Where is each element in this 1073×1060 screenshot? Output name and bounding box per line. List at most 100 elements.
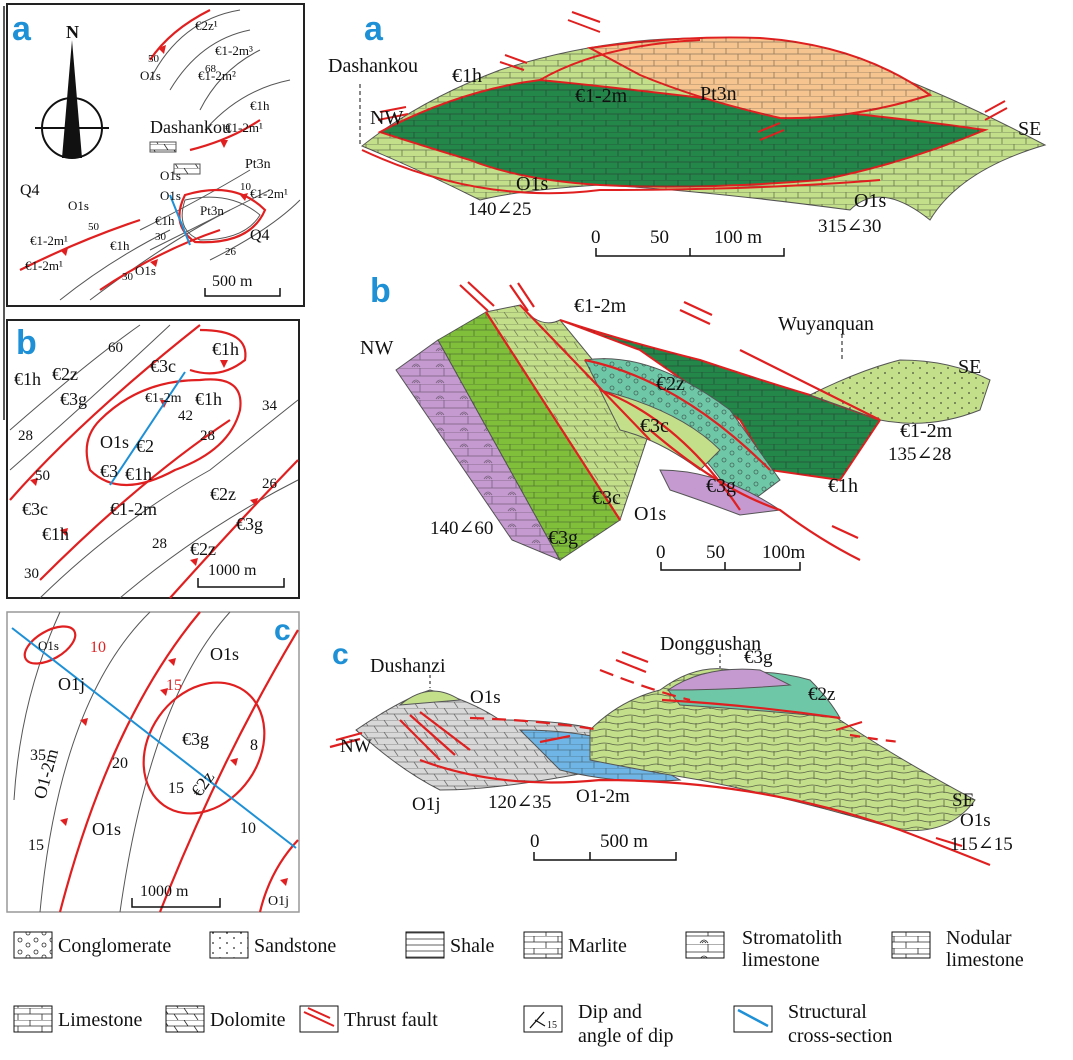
svg-text:€3g: €3g [548,527,578,549]
legend-marlite: Marlite [523,931,627,959]
svg-text:Pt3n: Pt3n [200,203,224,218]
svg-text:€1h: €1h [195,389,222,409]
svg-text:60: 60 [108,340,123,356]
svg-text:€1h: €1h [125,464,152,484]
svg-text:€2z: €2z [52,364,78,384]
svg-text:28: 28 [152,536,167,552]
section-c-scale-1: 500 m [600,831,648,852]
svg-text:Dolomite: Dolomite [210,1009,286,1031]
svg-text:€1h: €1h [155,213,175,228]
svg-text:€1-2m¹: €1-2m¹ [30,233,68,248]
section-b: b NW SE Wuyanquan [360,272,991,571]
map-a-units: €2z¹ €1-2m³ €1-2m² €1h €1-2m¹ €1-2m¹ O1s… [25,18,288,278]
map-a-scale: 500 m [212,273,253,290]
section-b-units: €1-2m €2z €3c €1-2m €1h €3g O1s €3c €3g [548,295,953,549]
svg-text:€1h: €1h [42,524,69,544]
svg-text:15: 15 [166,677,182,694]
svg-text:€1h: €1h [250,98,270,113]
svg-text:€1-2m: €1-2m [574,295,627,317]
legend-limestone: Limestone [13,1005,143,1033]
svg-text:O1s: O1s [68,198,89,213]
svg-text:€3g: €3g [236,514,263,534]
section-c-label: c [332,638,349,671]
map-a: a N Dash [3,3,305,420]
legend-dolomite: Dolomite [165,1005,286,1033]
section-a-scale-2: 100 m [714,227,762,248]
svg-text:angle of dip: angle of dip [578,1025,674,1047]
svg-text:€1-2m: €1-2m [900,420,953,442]
svg-text:O1j: O1j [412,794,441,815]
svg-text:50: 50 [148,53,160,65]
svg-text:€1-2m³: €1-2m³ [215,43,253,58]
legend-shale: Shale [405,931,495,959]
svg-text:€1-2m¹: €1-2m¹ [25,258,63,273]
svg-text:Thrust fault: Thrust fault [344,1009,438,1031]
legend-sandstone: Sandstone [209,931,336,959]
svg-text:O1s: O1s [160,168,181,183]
section-b-nw: NW [360,337,393,359]
svg-text:O1s: O1s [92,819,121,839]
svg-text:Conglomerate: Conglomerate [58,935,171,957]
section-a-att2: 315∠30 [818,216,881,237]
svg-text:€3c: €3c [22,499,48,519]
svg-text:€1-2m¹: €1-2m¹ [225,120,263,135]
svg-text:28: 28 [200,428,215,444]
svg-text:Dip and: Dip and [578,1001,642,1023]
map-a-q2: Q4 [250,227,270,244]
section-a-place: Dashankou [328,55,418,77]
map-b-scale: 1000 m [208,562,257,579]
svg-text:30: 30 [155,231,167,243]
section-b-label: b [370,272,391,310]
map-c-scale: 1000 m [140,883,189,900]
north-label: N [66,22,79,42]
svg-text:O1s: O1s [160,188,181,203]
svg-text:limestone: limestone [946,949,1024,971]
svg-text:O1s: O1s [516,173,548,195]
section-c-scale-0: 0 [530,831,540,852]
svg-text:50: 50 [88,221,100,233]
legend-conglomerate: Conglomerate [13,931,171,959]
section-c-se: SE [952,790,974,811]
svg-text:€3c: €3c [640,415,669,437]
svg-text:€2z: €2z [808,684,835,705]
svg-text:Limestone: Limestone [58,1009,143,1031]
svg-text:68: 68 [205,63,217,75]
svg-text:O1s: O1s [38,638,59,653]
svg-text:Structural: Structural [788,1001,867,1023]
svg-text:50: 50 [35,468,50,484]
svg-text:€1h: €1h [828,475,858,497]
svg-text:10: 10 [240,181,252,193]
svg-text:20: 20 [112,755,128,772]
map-a-dips: 50 68 10 30 50 26 30 [88,53,252,283]
svg-text:€3g: €3g [182,729,209,749]
svg-text:26: 26 [225,246,237,258]
svg-text:Marlite: Marlite [568,935,627,957]
section-b-scale-2: 100m [762,542,806,563]
svg-text:O1s: O1s [470,687,501,708]
section-a-scale-0: 0 [591,227,601,248]
section-b-se: SE [958,356,981,378]
section-a-label: a [364,10,384,48]
svg-text:O1s: O1s [140,68,161,83]
map-a-q1: Q4 [20,182,40,199]
section-c-att1: 120∠35 [488,792,551,813]
svg-text:€1h: €1h [14,369,41,389]
svg-text:O1s: O1s [854,190,886,212]
legend: Conglomerate Sandstone Shale Marlite Str… [13,927,1024,1047]
svg-text:Nodular: Nodular [946,927,1012,949]
map-c-dips: 10 15 35 20 8 15 10 15 [28,639,258,854]
svg-text:€1h: €1h [212,339,239,359]
svg-text:€3c: €3c [592,487,621,509]
section-a: a Dashankou NW SE €1h €1-2m Pt3n O1s O1s… [328,10,1047,257]
svg-text:Shale: Shale [450,935,495,957]
section-b-att2: 140∠60 [430,518,493,539]
svg-text:€1-2m²: €1-2m² [198,68,236,83]
section-a-att1: 140∠25 [468,199,531,220]
svg-text:O1j: O1j [58,674,85,694]
svg-text:35: 35 [30,747,46,764]
map-c-label: c [274,614,291,647]
svg-text:O1s: O1s [960,810,991,831]
svg-text:28: 28 [18,428,33,444]
section-b-place: Wuyanquan [778,313,874,335]
